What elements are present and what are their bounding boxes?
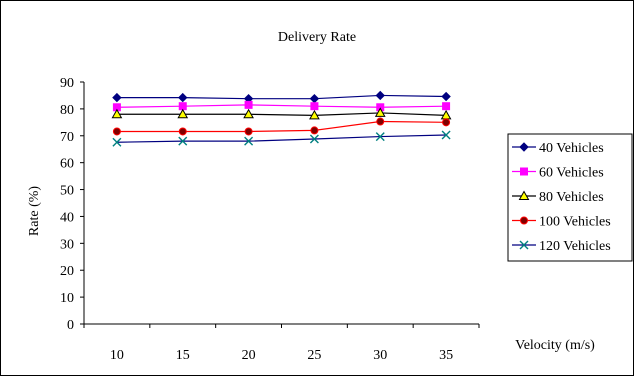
legend-marker <box>519 142 529 152</box>
data-point <box>309 134 319 144</box>
series-line <box>116 94 447 100</box>
data-point <box>244 127 253 136</box>
x-tick-label: 15 <box>176 348 190 363</box>
series-60-vehicles <box>112 100 451 112</box>
series-line <box>116 104 447 108</box>
y-tick-label: 10 <box>60 291 74 306</box>
y-tick-label: 80 <box>60 103 74 118</box>
legend: 40 Vehicles 60 Vehicles 80 Vehicles 100 Veh… <box>507 133 633 262</box>
legend-label: 60 Vehicles <box>539 166 604 181</box>
x-marker-stroke <box>519 240 529 250</box>
data-point <box>441 130 451 140</box>
y-tick-label: 60 <box>60 157 74 172</box>
data-point <box>178 92 188 103</box>
series-80-vehicles <box>111 107 452 120</box>
y-tick-label: 40 <box>60 210 74 225</box>
series-line <box>116 134 447 143</box>
legend-marker <box>520 167 528 176</box>
x-tick-label: 35 <box>439 348 453 363</box>
series-120-vehicles <box>112 130 451 147</box>
data-point <box>111 108 123 119</box>
legend-item-100-vehicles: 100 Vehicles <box>512 215 611 230</box>
data-point <box>178 136 188 146</box>
y-axis-label: Rate (%) <box>27 186 42 236</box>
legend-marker <box>519 240 529 250</box>
legend-label: 40 Vehicles <box>539 141 604 156</box>
x-marker-stroke <box>244 136 254 146</box>
data-point <box>442 102 451 111</box>
data-point <box>112 92 122 103</box>
series-40-vehicles <box>112 90 451 104</box>
x-marker-stroke <box>309 134 319 144</box>
data-point <box>309 93 320 104</box>
data-point <box>309 109 320 120</box>
legend-label: 100 Vehicles <box>539 215 611 230</box>
legend-marker <box>520 216 528 225</box>
legend-item-120-vehicles: 120 Vehicles <box>512 239 611 254</box>
y-tick-label: 20 <box>60 264 74 279</box>
data-point <box>243 108 254 119</box>
x-marker-stroke <box>178 136 188 146</box>
x-marker-stroke <box>112 137 122 147</box>
series-line <box>116 112 447 116</box>
x-tick-label: 30 <box>373 348 387 363</box>
data-point <box>310 126 319 135</box>
legend-label: 120 Vehicles <box>539 239 611 254</box>
axes: 0 10 20 30 40 50 60 70 80 90 10 15 20 25 30 35 <box>60 76 480 363</box>
x-tick-label: 10 <box>110 348 124 363</box>
series-100-vehicles <box>112 117 451 136</box>
data-point <box>375 90 385 101</box>
legend-item-40-vehicles: 40 Vehicles <box>512 141 604 156</box>
x-tick-label: 25 <box>307 348 321 363</box>
data-point <box>310 102 319 111</box>
x-axis-label: Velocity (m/s) <box>515 338 595 353</box>
data-point <box>244 100 253 109</box>
data-point <box>376 117 385 126</box>
x-marker-stroke <box>375 132 385 142</box>
series-line <box>116 120 447 133</box>
y-tick-label: 90 <box>60 76 74 91</box>
y-tick-label: 70 <box>60 130 74 145</box>
data-point <box>441 91 451 102</box>
series-layer <box>111 90 452 147</box>
chart-title: Delivery Rate <box>278 30 356 45</box>
x-marker-stroke <box>441 130 451 140</box>
data-point <box>177 108 189 119</box>
data-point <box>375 132 385 142</box>
data-point <box>112 127 121 136</box>
legend-item-80-vehicles: 80 Vehicles <box>512 190 604 205</box>
legend-label: 80 Vehicles <box>539 190 604 205</box>
y-tick-label: 50 <box>60 184 74 199</box>
data-point <box>244 136 254 146</box>
data-point <box>442 118 451 127</box>
legend-item-60-vehicles: 60 Vehicles <box>512 166 604 181</box>
data-point <box>178 102 187 111</box>
y-tick-label: 30 <box>60 237 74 252</box>
x-tick-label: 20 <box>242 348 256 363</box>
y-tick-label: 0 <box>67 318 74 333</box>
legend-box <box>507 133 633 262</box>
data-point <box>112 137 122 147</box>
data-point <box>374 107 386 117</box>
data-point <box>178 127 187 136</box>
legend-marker <box>518 190 530 200</box>
